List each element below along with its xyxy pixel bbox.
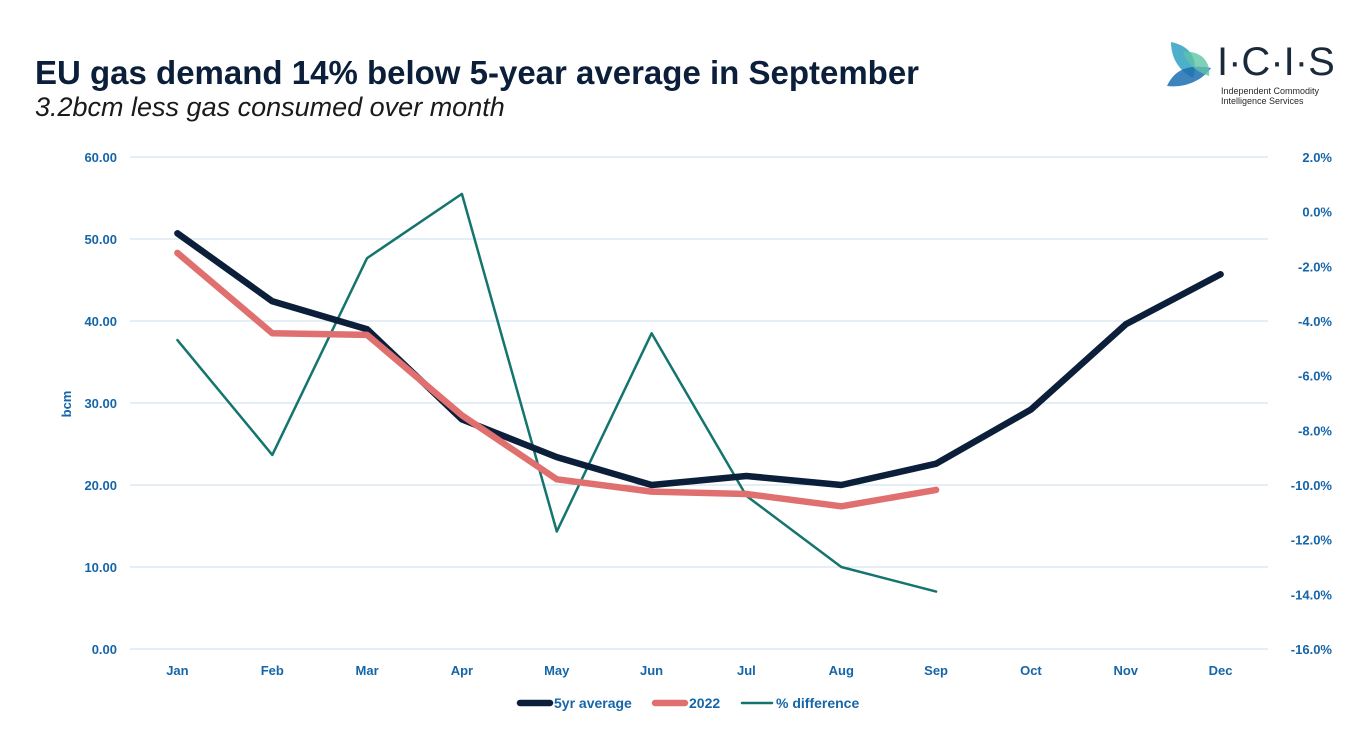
legend-5yr-average-label: 5yr average [554, 695, 632, 711]
x-tick-label: Oct [1020, 663, 1042, 678]
x-tick-label: Apr [451, 663, 473, 678]
x-tick-label: Mar [356, 663, 379, 678]
icis-leaf-icon [1167, 42, 1211, 87]
chart-subtitle: 3.2bcm less gas consumed over month [35, 92, 505, 122]
legend-2022-label: 2022 [689, 695, 720, 711]
icis-wordmark: I·C·I·S [1217, 40, 1335, 84]
x-tick-label: Jan [166, 663, 188, 678]
series-5yr-average-line [174, 230, 1224, 489]
series-pct-difference-line [176, 192, 938, 593]
x-axis-ticks: Jan Feb Mar Apr May Jun Jul Aug Sep Oct Nov Dec [166, 663, 1232, 678]
right-tick-label: -8.0% [1298, 423, 1332, 438]
right-tick-label: -2.0% [1298, 259, 1332, 274]
y-axis-label: bcm [59, 391, 74, 418]
right-tick-label: -14.0% [1291, 587, 1333, 602]
right-tick-label: -12.0% [1291, 533, 1333, 548]
x-tick-label: Jun [640, 663, 663, 678]
legend-5yr-average: 5yr average [516, 695, 632, 711]
left-tick-label: 40.00 [84, 314, 117, 329]
legend-2022: 2022 [651, 695, 720, 711]
x-tick-label: Nov [1113, 663, 1138, 678]
x-tick-label: Sep [924, 663, 948, 678]
right-tick-label: -6.0% [1298, 369, 1332, 384]
left-tick-label: 30.00 [84, 396, 117, 411]
right-tick-label: 0.0% [1302, 205, 1332, 220]
right-tick-label: 2.0% [1302, 150, 1332, 165]
x-tick-label: Jul [737, 663, 756, 678]
right-tick-label: -10.0% [1291, 478, 1333, 493]
icis-tagline-line-2: Intelligence Services [1221, 96, 1304, 106]
icis-tagline-line-1: Independent Commodity [1221, 86, 1320, 96]
legend-pct-difference: % difference [740, 695, 859, 711]
chart-title: EU gas demand 14% below 5-year average i… [35, 54, 920, 91]
legend: 5yr average 2022 % difference [516, 695, 859, 711]
x-tick-label: Feb [261, 663, 284, 678]
left-tick-label: 0.00 [92, 642, 117, 657]
series-2022-line [174, 249, 940, 510]
gridlines [130, 156, 1268, 650]
icis-logo: I·C·I·S Independent Commodity Intelligen… [1165, 38, 1340, 110]
right-tick-label: -16.0% [1291, 642, 1333, 657]
left-tick-label: 50.00 [84, 232, 117, 247]
x-tick-label: Aug [829, 663, 854, 678]
x-tick-label: Dec [1209, 663, 1233, 678]
series-lines [174, 192, 1224, 593]
left-tick-label: 60.00 [84, 150, 117, 165]
left-tick-label: 20.00 [84, 478, 117, 493]
right-tick-label: -4.0% [1298, 314, 1332, 329]
left-tick-label: 10.00 [84, 560, 117, 575]
legend-pct-difference-label: % difference [776, 695, 859, 711]
left-axis-ticks: 0.00 10.00 20.00 30.00 40.00 50.00 60.00 [84, 150, 117, 657]
x-tick-label: May [544, 663, 570, 678]
right-axis-ticks: -16.0% -14.0% -12.0% -10.0% -8.0% -6.0% -4.0% -… [1291, 150, 1333, 657]
